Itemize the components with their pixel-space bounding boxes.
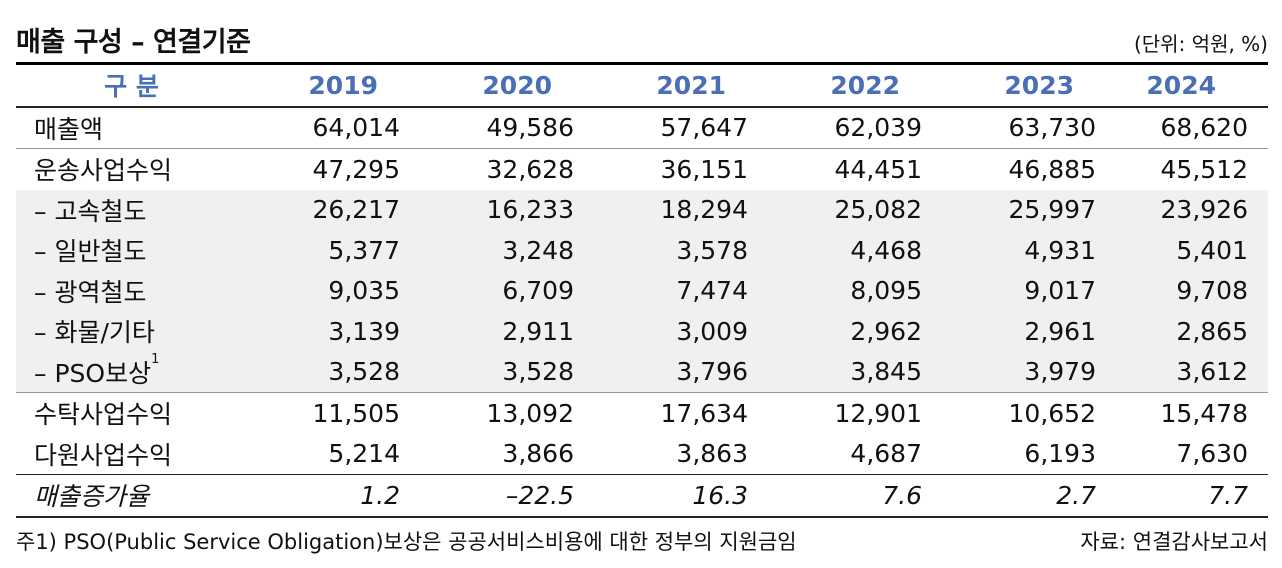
table-row: 수탁사업수익 11,505 13,092 17,634 12,901 10,65… <box>16 393 1268 434</box>
cell-value: 36,151 <box>594 149 768 190</box>
table-row: – 일반철도 5,377 3,248 3,578 4,468 4,931 5,4… <box>16 230 1268 271</box>
cell-value: 16,233 <box>420 190 594 231</box>
cell-value: 3,009 <box>594 311 768 352</box>
cell-value: 5,401 <box>1116 230 1268 271</box>
cell-value: 4,468 <box>768 230 942 271</box>
row-label: 수탁사업수익 <box>16 393 247 434</box>
cell-value: 3,866 <box>420 434 594 475</box>
header-year: 2024 <box>1116 65 1268 107</box>
cell-value: 3,528 <box>420 352 594 393</box>
cell-value: 57,647 <box>594 107 768 149</box>
cell-value: 4,687 <box>768 434 942 475</box>
table-row: – PSO보상1 3,528 3,528 3,796 3,845 3,979 3… <box>16 352 1268 393</box>
cell-value: 62,039 <box>768 107 942 149</box>
cell-value: 17,634 <box>594 393 768 434</box>
footnote: 주1) PSO(Public Service Obligation)보상은 공공… <box>16 526 797 556</box>
cell-value: 8,095 <box>768 271 942 312</box>
cell-value: 63,730 <box>942 107 1116 149</box>
cell-value: 4,931 <box>942 230 1116 271</box>
cell-value: 9,017 <box>942 271 1116 312</box>
cell-value: 7.6 <box>768 475 942 517</box>
row-label: – 광역철도 <box>16 271 247 312</box>
cell-value: 9,708 <box>1116 271 1268 312</box>
cell-value: 3,248 <box>420 230 594 271</box>
cell-value: 47,295 <box>247 149 420 190</box>
cell-value: 3,863 <box>594 434 768 475</box>
row-label: – 일반철도 <box>16 230 247 271</box>
cell-value: 3,845 <box>768 352 942 393</box>
cell-value: 32,628 <box>420 149 594 190</box>
cell-value: 25,082 <box>768 190 942 231</box>
row-label: – 고속철도 <box>16 190 247 231</box>
cell-value: 25,997 <box>942 190 1116 231</box>
cell-value: 3,578 <box>594 230 768 271</box>
table-row: – 화물/기타 3,139 2,911 3,009 2,962 2,961 2,… <box>16 311 1268 352</box>
cell-value: 6,193 <box>942 434 1116 475</box>
header-year: 2020 <box>420 65 594 107</box>
unit-label: (단위: 억원, %) <box>1134 28 1268 57</box>
cell-value: 2,865 <box>1116 311 1268 352</box>
cell-value: 18,294 <box>594 190 768 231</box>
cell-value: 16.3 <box>594 475 768 517</box>
row-label: – PSO보상1 <box>16 352 247 393</box>
cell-value: 45,512 <box>1116 149 1268 190</box>
revenue-table: 구 분 2019 2020 2021 2022 2023 2024 매출액 64… <box>16 65 1268 518</box>
cell-value: 64,014 <box>247 107 420 149</box>
cell-value: 10,652 <box>942 393 1116 434</box>
table-row: 다원사업수익 5,214 3,866 3,863 4,687 6,193 7,6… <box>16 434 1268 475</box>
header-year: 2019 <box>247 65 420 107</box>
cell-value: 5,377 <box>247 230 420 271</box>
row-label: – 화물/기타 <box>16 311 247 352</box>
table-row: 매출액 64,014 49,586 57,647 62,039 63,730 6… <box>16 107 1268 149</box>
cell-value: 26,217 <box>247 190 420 231</box>
cell-value: 44,451 <box>768 149 942 190</box>
row-label: 매출액 <box>16 107 247 149</box>
cell-value: –22.5 <box>420 475 594 517</box>
cell-value: 9,035 <box>247 271 420 312</box>
cell-value: 5,214 <box>247 434 420 475</box>
cell-value: 2,961 <box>942 311 1116 352</box>
cell-value: 2,962 <box>768 311 942 352</box>
cell-value: 68,620 <box>1116 107 1268 149</box>
cell-value: 3,612 <box>1116 352 1268 393</box>
table-row: – 광역철도 9,035 6,709 7,474 8,095 9,017 9,7… <box>16 271 1268 312</box>
cell-value: 11,505 <box>247 393 420 434</box>
footnote-marker: 1 <box>151 352 159 367</box>
table-row: – 고속철도 26,217 16,233 18,294 25,082 25,99… <box>16 190 1268 231</box>
cell-value: 7,630 <box>1116 434 1268 475</box>
header-year: 2021 <box>594 65 768 107</box>
header-year: 2023 <box>942 65 1116 107</box>
table-row: 운송사업수익 47,295 32,628 36,151 44,451 46,88… <box>16 149 1268 190</box>
cell-value: 12,901 <box>768 393 942 434</box>
header-label: 구 분 <box>16 65 247 107</box>
source-note: 자료: 연결감사보고서 <box>1080 526 1268 556</box>
cell-value: 1.2 <box>247 475 420 517</box>
cell-value: 49,586 <box>420 107 594 149</box>
cell-value: 3,979 <box>942 352 1116 393</box>
cell-value: 15,478 <box>1116 393 1268 434</box>
page-title: 매출 구성 – 연결기준 <box>16 20 250 59</box>
header-row: 구 분 2019 2020 2021 2022 2023 2024 <box>16 65 1268 107</box>
row-label: 매출증가율 <box>16 475 247 517</box>
cell-value: 13,092 <box>420 393 594 434</box>
header-year: 2022 <box>768 65 942 107</box>
cell-value: 3,528 <box>247 352 420 393</box>
cell-value: 23,926 <box>1116 190 1268 231</box>
row-label-text: – PSO보상 <box>34 359 151 388</box>
cell-value: 3,796 <box>594 352 768 393</box>
cell-value: 7,474 <box>594 271 768 312</box>
cell-value: 2,911 <box>420 311 594 352</box>
row-label: 다원사업수익 <box>16 434 247 475</box>
growth-row: 매출증가율 1.2 –22.5 16.3 7.6 2.7 7.7 <box>16 475 1268 517</box>
cell-value: 2.7 <box>942 475 1116 517</box>
cell-value: 3,139 <box>247 311 420 352</box>
cell-value: 7.7 <box>1116 475 1268 517</box>
cell-value: 6,709 <box>420 271 594 312</box>
cell-value: 46,885 <box>942 149 1116 190</box>
row-label: 운송사업수익 <box>16 149 247 190</box>
